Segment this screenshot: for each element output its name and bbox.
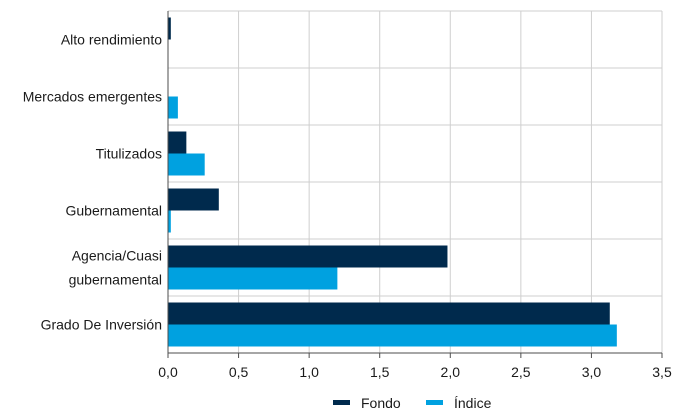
category-label: Mercados emergentes [23, 89, 162, 105]
legend-swatch [333, 400, 350, 405]
x-tick-label: 0,0 [158, 364, 178, 380]
bar-indice [168, 267, 338, 290]
x-tick-label: 3,0 [582, 364, 602, 380]
bar-fondo [168, 131, 187, 154]
legend-label: Índice [454, 395, 492, 411]
x-tick-label: 1,5 [370, 364, 390, 380]
legend: Fondo Índice [333, 395, 492, 411]
x-tick-label: 0,5 [229, 364, 249, 380]
bar-indice [168, 96, 178, 119]
bar-fondo [168, 188, 219, 211]
x-tick-label: 2,0 [441, 364, 461, 380]
legend-label: Fondo [361, 395, 401, 411]
bar-layer [168, 17, 617, 347]
bar-indice [168, 153, 205, 176]
label-layer: 0,0 0,5 1,0 1,5 2,0 2,5 3,0 3,5 Alto rendimiento… [23, 32, 672, 381]
legend-item-indice: Índice [426, 395, 492, 411]
category-label: Gubernamental [65, 203, 162, 219]
category-label: Alto rendimiento [61, 32, 162, 48]
category-label: Grado De Inversión [41, 317, 162, 333]
x-tick-label: 1,0 [299, 364, 319, 380]
bar-fondo [168, 245, 448, 268]
bar-indice [168, 324, 617, 347]
bar-fondo [168, 302, 610, 325]
legend-swatch [426, 400, 443, 405]
x-tick-label: 3,5 [652, 364, 672, 380]
bar-indice [168, 210, 171, 233]
grid-layer [167, 10, 663, 354]
bar-fondo [168, 17, 171, 40]
category-label: Titulizados [96, 146, 162, 162]
category-label: gubernamental [69, 272, 162, 288]
axis-layer [167, 11, 663, 358]
legend-item-fondo: Fondo [333, 395, 401, 411]
category-label: Agencia/Cuasi [72, 248, 162, 264]
x-tick-label: 2,5 [511, 364, 531, 380]
